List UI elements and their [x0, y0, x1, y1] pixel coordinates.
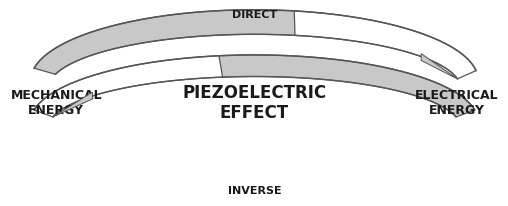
Text: ELECTRICAL
ENERGY: ELECTRICAL ENERGY — [415, 89, 498, 117]
Polygon shape — [421, 54, 457, 79]
Polygon shape — [215, 55, 475, 117]
Polygon shape — [294, 11, 476, 79]
Text: PIEZOELECTRIC
EFFECT: PIEZOELECTRIC EFFECT — [182, 84, 327, 122]
Text: DIRECT: DIRECT — [232, 10, 277, 20]
Text: MECHANICAL
ENERGY: MECHANICAL ENERGY — [11, 89, 102, 117]
Polygon shape — [53, 92, 92, 117]
Polygon shape — [34, 10, 299, 74]
Text: INVERSE: INVERSE — [228, 186, 281, 196]
Polygon shape — [34, 56, 223, 117]
